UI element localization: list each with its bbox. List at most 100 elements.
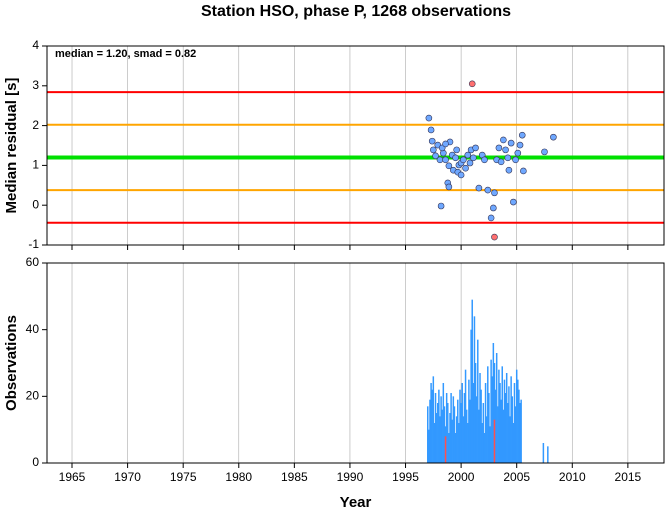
bar <box>437 403 439 463</box>
bar <box>479 373 481 463</box>
bar <box>441 409 443 463</box>
y-tick-label: 1 <box>32 158 39 172</box>
bar <box>448 433 450 463</box>
x-tick-label: 1990 <box>337 470 364 484</box>
annotation: median = 1.20, smad = 0.82 <box>55 48 196 60</box>
bar <box>434 393 437 463</box>
x-tick-label: 1975 <box>170 470 197 484</box>
point <box>452 154 459 162</box>
point <box>466 159 474 167</box>
point <box>442 156 449 164</box>
point <box>487 214 495 222</box>
bar <box>498 369 500 463</box>
bar <box>504 393 507 463</box>
bar <box>505 373 508 463</box>
x-tick-label: 1970 <box>114 470 141 484</box>
bar <box>468 379 470 463</box>
point <box>432 152 439 160</box>
bar <box>490 359 492 463</box>
bar <box>520 399 522 463</box>
point <box>505 166 513 174</box>
bar <box>514 406 517 463</box>
bar <box>439 416 441 463</box>
point <box>497 158 505 166</box>
point <box>425 114 433 122</box>
x-tick-label: 2005 <box>503 470 530 484</box>
bar <box>438 389 440 463</box>
bar <box>427 406 429 463</box>
point <box>502 146 509 154</box>
bar <box>458 423 460 463</box>
bar <box>452 396 455 463</box>
x-tick-label: 2010 <box>559 470 586 484</box>
bar <box>464 369 467 463</box>
bar <box>512 423 515 463</box>
bar <box>501 366 503 463</box>
point <box>512 156 519 164</box>
x-tick-label: 1985 <box>281 470 308 484</box>
bar <box>443 406 446 463</box>
bar <box>483 433 486 463</box>
point <box>518 131 526 139</box>
bar <box>465 409 468 463</box>
bar <box>491 376 493 463</box>
point <box>516 141 524 149</box>
plot-frame <box>46 45 665 246</box>
bar <box>450 393 452 463</box>
point <box>481 156 488 164</box>
bar <box>473 316 476 463</box>
bar <box>513 383 516 463</box>
point <box>430 146 437 154</box>
y-tick-label: 0 <box>32 455 39 469</box>
point <box>464 151 472 159</box>
plot-frame <box>46 262 665 464</box>
y-tick-label: 4 <box>32 38 39 52</box>
y-tick-label: 20 <box>26 389 40 403</box>
bar <box>547 446 549 463</box>
point <box>445 183 453 191</box>
bar <box>518 389 520 463</box>
point <box>495 144 503 152</box>
bar <box>455 416 458 463</box>
bar <box>508 386 510 463</box>
point <box>490 204 497 212</box>
bar <box>499 383 501 463</box>
bar <box>495 353 498 463</box>
point <box>500 136 507 144</box>
point <box>470 154 477 162</box>
bar <box>480 389 482 463</box>
chart-title: Station HSO, phase P, 1268 observations <box>201 3 511 20</box>
bar <box>509 416 511 463</box>
point <box>491 233 498 241</box>
bar <box>451 419 453 463</box>
bar <box>497 406 499 463</box>
bar <box>511 396 514 463</box>
y-tick-label: -1 <box>28 237 39 251</box>
bar <box>430 383 432 463</box>
bar <box>510 376 512 463</box>
point <box>491 189 498 197</box>
bar <box>507 403 509 463</box>
bar <box>493 419 496 463</box>
bar <box>474 363 477 463</box>
bar <box>471 299 473 463</box>
x-tick-label: 1980 <box>225 470 252 484</box>
bar <box>461 383 463 463</box>
bar <box>460 403 462 463</box>
y-tick-label: 0 <box>32 197 39 211</box>
bar <box>454 433 457 463</box>
bar <box>477 339 479 463</box>
point <box>468 80 476 88</box>
x-axis-title: Year <box>340 494 372 511</box>
point <box>453 146 460 154</box>
bar <box>519 403 521 463</box>
bar <box>487 366 489 463</box>
point <box>457 171 465 179</box>
bar <box>449 413 451 463</box>
bar <box>492 343 495 463</box>
point <box>428 137 436 145</box>
bar <box>453 406 456 463</box>
bar <box>482 403 485 463</box>
point <box>550 133 557 141</box>
bar <box>503 379 506 463</box>
